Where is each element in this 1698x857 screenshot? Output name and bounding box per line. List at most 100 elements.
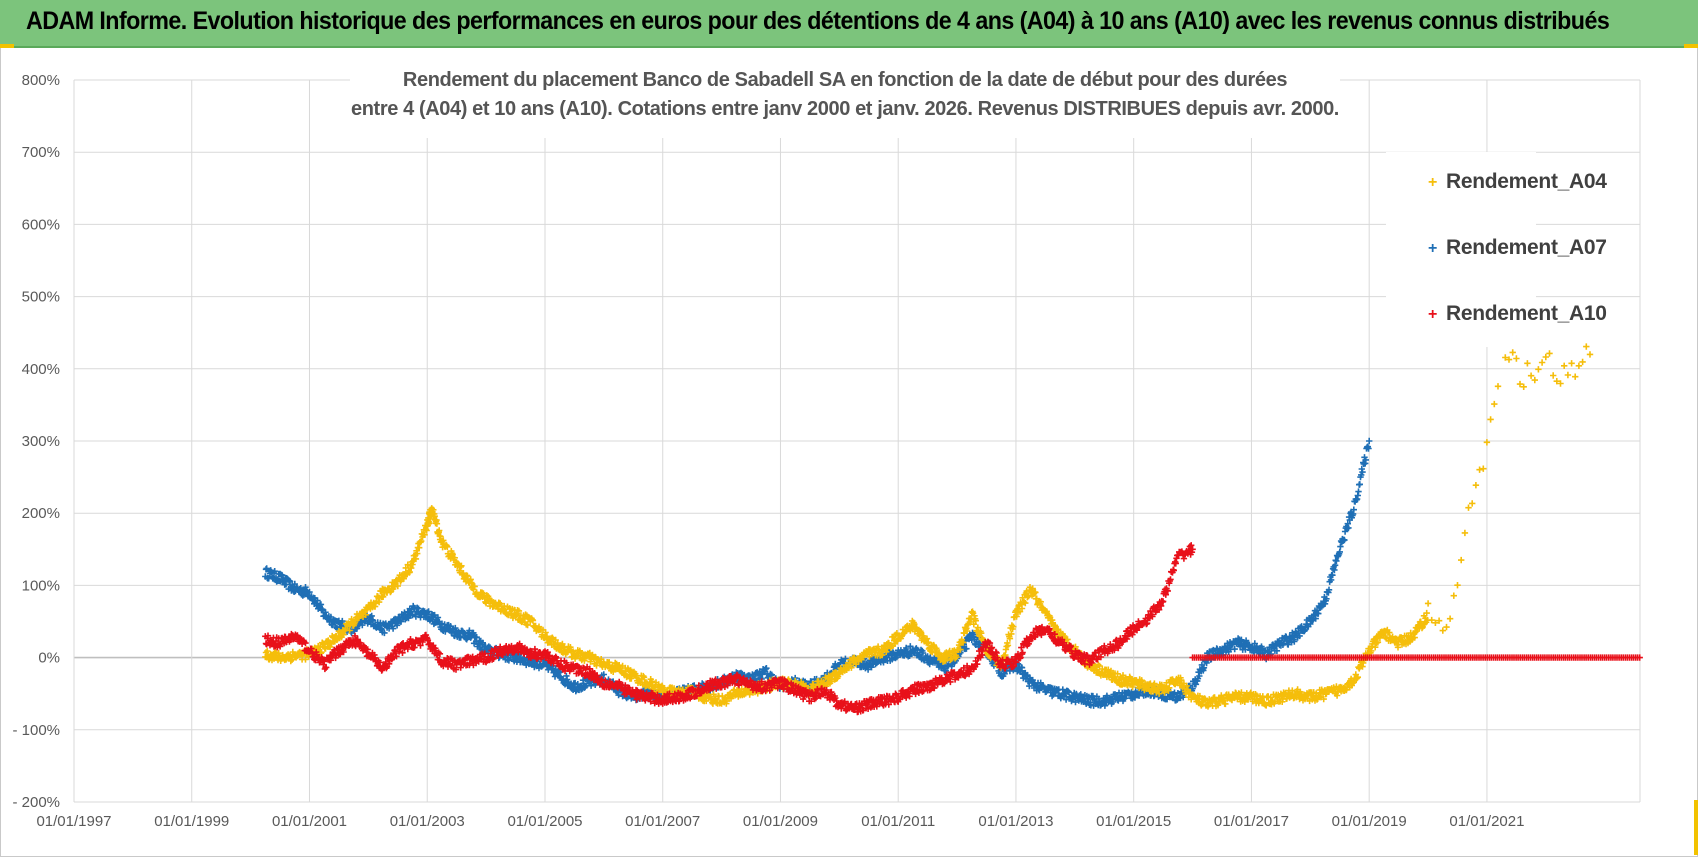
point-a07 xyxy=(479,639,486,646)
point-a07 xyxy=(359,621,366,629)
y-tick-label: 400% xyxy=(22,361,60,378)
x-tick-label: 01/01/1997 xyxy=(36,813,111,830)
point-a04 xyxy=(1524,360,1531,367)
point-a04 xyxy=(1480,465,1487,472)
point-a07 xyxy=(466,627,473,634)
y-tick-label: 100% xyxy=(22,577,60,594)
point-a04 xyxy=(1494,383,1502,390)
point-a07 xyxy=(1359,468,1366,476)
point-a07 xyxy=(1072,698,1079,706)
x-tick-label: 01/01/2003 xyxy=(390,813,465,830)
point-a04 xyxy=(416,544,423,551)
point-a04 xyxy=(497,600,504,607)
point-a07 xyxy=(389,625,397,632)
point-a07 xyxy=(1333,557,1340,565)
point-a04 xyxy=(430,506,437,513)
point-a04 xyxy=(425,520,433,527)
point-a07 xyxy=(415,605,422,612)
point-a07 xyxy=(1109,698,1117,706)
point-a07 xyxy=(1315,610,1322,617)
point-a07 xyxy=(1296,632,1303,640)
point-a04 xyxy=(421,531,428,538)
point-a04 xyxy=(1586,351,1594,358)
point-a07 xyxy=(317,601,325,608)
point-a04 xyxy=(437,533,444,540)
y-tick-label: 0% xyxy=(38,650,60,667)
point-a07 xyxy=(1203,659,1210,667)
point-a04 xyxy=(524,621,531,629)
point-a07 xyxy=(763,665,770,672)
point-a07 xyxy=(470,629,477,637)
point-a04 xyxy=(1579,358,1586,366)
corner-mark-bottom-right xyxy=(1694,800,1698,855)
point-a04 xyxy=(412,555,420,563)
point-a04 xyxy=(451,554,458,561)
point-a04 xyxy=(1535,366,1542,373)
x-tick-label: 01/01/2005 xyxy=(507,813,582,830)
point-a04 xyxy=(418,537,425,545)
point-a07 xyxy=(942,667,949,674)
point-a07 xyxy=(1345,524,1352,532)
point-a07 xyxy=(1189,685,1196,692)
point-a04 xyxy=(288,656,296,663)
point-a04 xyxy=(1550,372,1557,379)
x-tick-label: 01/01/2011 xyxy=(861,813,935,830)
point-a04 xyxy=(1568,360,1575,367)
point-a07 xyxy=(600,671,607,678)
point-a04 xyxy=(379,593,387,600)
point-a07 xyxy=(1196,672,1203,680)
banner-title: ADAM Informe. Evolution historique des p… xyxy=(26,7,1610,35)
point-a04 xyxy=(394,582,401,590)
point-a04 xyxy=(1469,500,1476,507)
data-series xyxy=(262,339,1643,716)
point-a04 xyxy=(1483,439,1491,446)
corner-mark-top-right xyxy=(1684,44,1698,48)
point-a04 xyxy=(414,550,421,557)
point-a04 xyxy=(406,568,413,576)
point-a04 xyxy=(362,611,369,618)
point-a07 xyxy=(1356,481,1363,488)
point-a04 xyxy=(264,647,271,655)
point-a04 xyxy=(1454,582,1461,589)
point-a04 xyxy=(1527,372,1535,379)
point-a07 xyxy=(1350,506,1357,513)
point-a07 xyxy=(1365,445,1372,452)
point-a07 xyxy=(1341,536,1348,544)
point-a04 xyxy=(723,697,731,705)
point-a04 xyxy=(522,611,529,618)
point-a07 xyxy=(1366,437,1373,445)
point-a07 xyxy=(271,568,278,575)
point-a04 xyxy=(1465,504,1472,511)
y-tick-label: 200% xyxy=(22,505,60,522)
y-tick-label: - 100% xyxy=(12,722,60,739)
point-a07 xyxy=(1323,595,1330,602)
point-a07 xyxy=(282,581,290,588)
point-a04 xyxy=(1476,466,1483,473)
point-a04 xyxy=(458,562,465,569)
x-tick-label: 01/01/2001 xyxy=(272,813,347,830)
y-tick-label: 800% xyxy=(22,72,60,89)
point-a04 xyxy=(1509,349,1516,356)
x-tick-label: 01/01/2013 xyxy=(978,813,1053,830)
point-a04 xyxy=(444,543,451,550)
y-tick-label: 700% xyxy=(22,144,60,161)
point-a04 xyxy=(1561,362,1568,369)
point-a04 xyxy=(628,675,635,682)
point-a07 xyxy=(314,597,321,604)
point-a04 xyxy=(543,633,551,640)
point-a04 xyxy=(598,656,605,663)
y-tick-label: 300% xyxy=(22,433,60,450)
point-a07 xyxy=(903,644,910,652)
point-a07 xyxy=(397,618,405,625)
point-a07 xyxy=(339,617,346,625)
point-a07 xyxy=(587,682,595,689)
point-a04 xyxy=(1542,353,1549,361)
y-tick-label: - 200% xyxy=(12,794,60,811)
x-tick-label: 01/01/2015 xyxy=(1096,813,1171,830)
x-tick-label: 01/01/2019 xyxy=(1332,813,1407,830)
point-a07 xyxy=(1362,456,1369,464)
point-a07 xyxy=(963,645,970,652)
point-a07 xyxy=(381,629,388,637)
